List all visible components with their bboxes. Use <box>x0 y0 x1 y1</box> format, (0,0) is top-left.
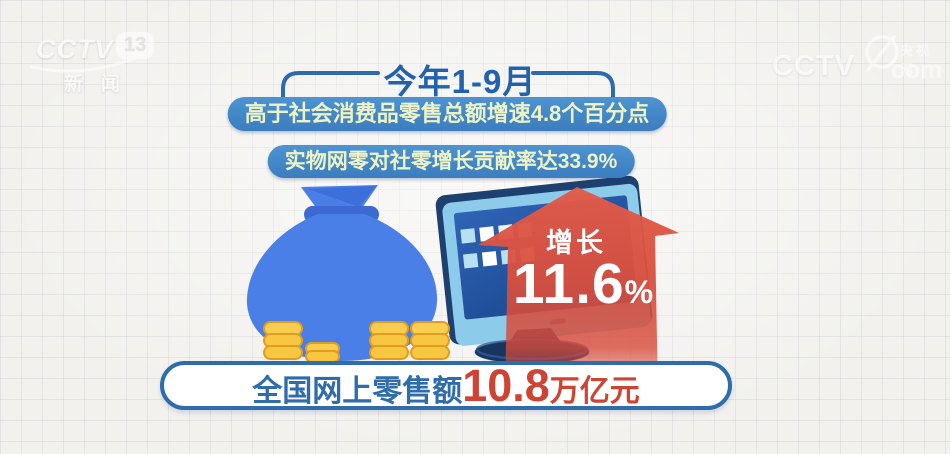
channel-number-badge: 13 <box>116 32 155 59</box>
highlight-pill-2: 实物网零对社零增长贡献率达33.9% <box>267 145 635 178</box>
highlight-pill-1: 高于社会消费品零售总额增速4.8个百分点 <box>227 97 667 131</box>
coin-stacks-icon <box>263 321 450 363</box>
total-label: 全国网上零售额 <box>252 375 463 408</box>
site-cn-name: 央视网 <box>900 43 933 77</box>
channel-logo-text: CCTV <box>36 34 114 64</box>
growth-value: 11.6% <box>513 251 653 317</box>
cctv-com-watermark: CCTV 央视网 com <box>772 30 947 90</box>
channel-caption: 新闻 <box>64 74 139 95</box>
total-value: 10.8 <box>462 360 550 411</box>
growth-value-number: 11.6 <box>512 252 625 316</box>
growth-arrow-icon <box>478 187 679 393</box>
title-bracket <box>281 71 615 101</box>
total-unit: 万亿元 <box>549 375 640 408</box>
site-logo-text: CCTV <box>772 50 855 82</box>
site-logo-ring-icon <box>865 35 899 72</box>
total-banner: 全国网上零售额10.8万亿元 <box>160 361 732 410</box>
period-title: 今年1-9月 <box>383 63 537 100</box>
growth-label: 增长 <box>546 228 606 258</box>
cctv13-watermark: CCTV 13 新闻 <box>28 30 198 100</box>
site-domain: com <box>891 56 943 84</box>
growth-value-unit: % <box>624 274 654 310</box>
